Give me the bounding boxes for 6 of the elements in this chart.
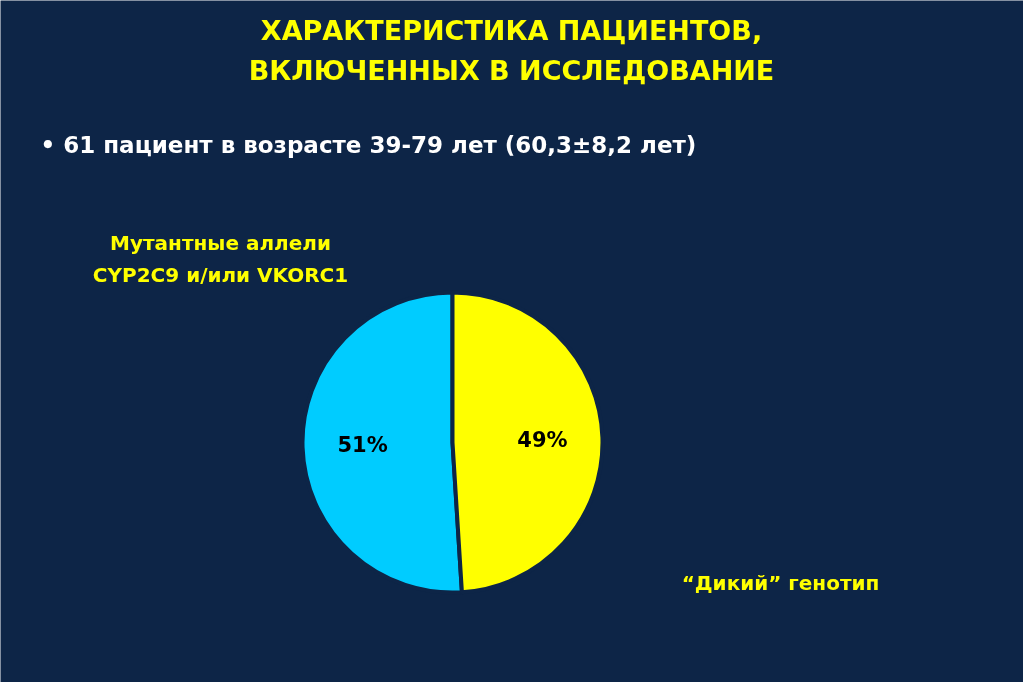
data-label: 51%	[337, 433, 388, 458]
data-label: 49%	[517, 427, 568, 452]
slice-label: “Дикий” генотип	[681, 570, 880, 595]
chart-title: ХАРАКТЕРИСТИКА ПАЦИЕНТОВ, ВКЛЮЧЕННЫХ В ИССЛЕДОВАНИЕ	[248, 15, 775, 86]
slice-label: Мутантные аллели CYP2C9 и/или VKORC1	[92, 230, 349, 287]
chart-subtitle: • 61 пациент в возрасте 39-79 лет (60,3±8,2 лет)	[40, 131, 697, 158]
